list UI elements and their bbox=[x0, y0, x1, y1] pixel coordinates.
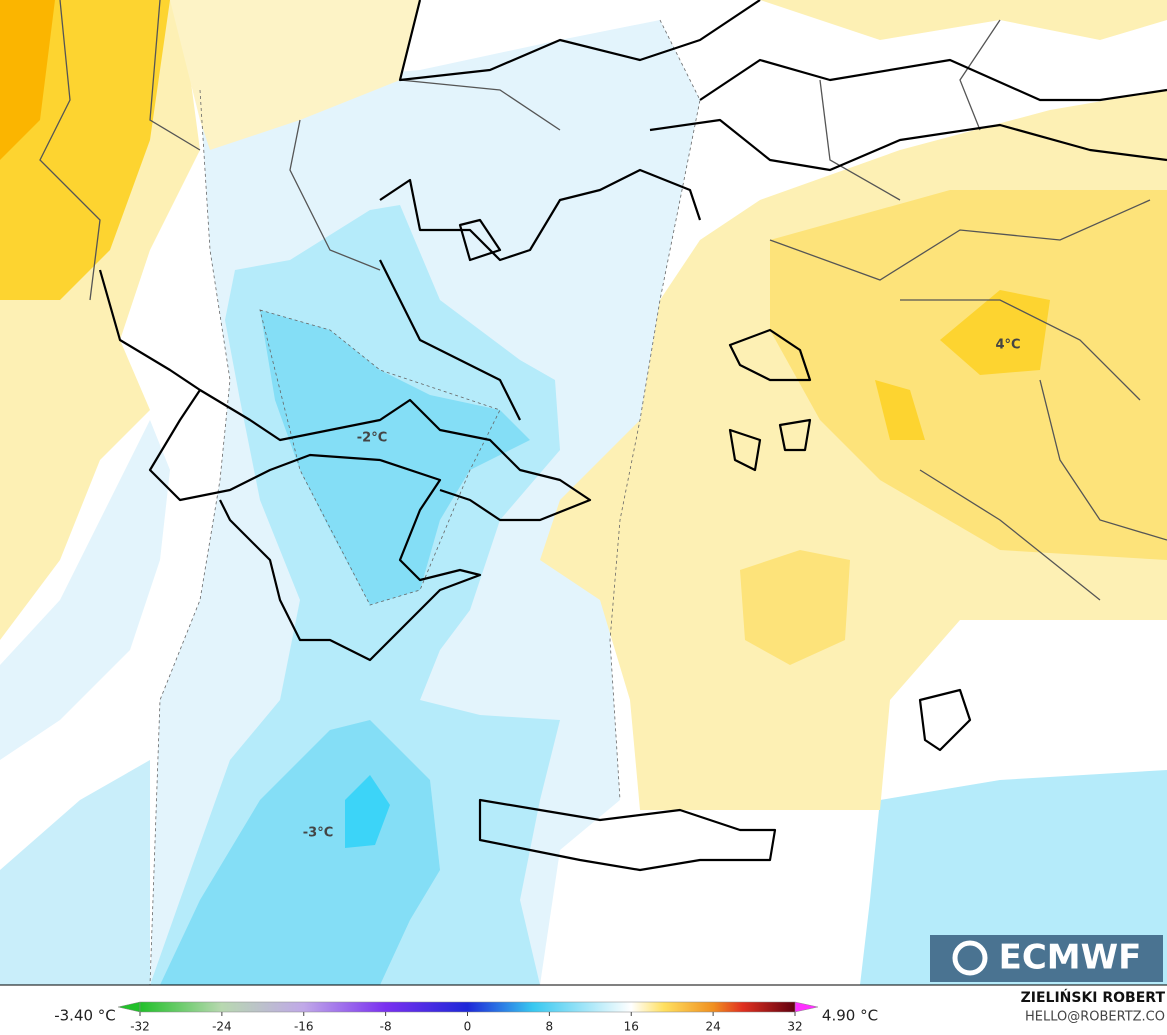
colorbar-tick-label: 16 bbox=[624, 1020, 639, 1034]
coastline bbox=[398, 0, 1167, 172]
colorbar-tick-label: 32 bbox=[787, 1020, 802, 1034]
island bbox=[458, 218, 972, 752]
colorbar-bar bbox=[139, 1001, 796, 1013]
anomaly-orange bbox=[0, 0, 55, 160]
credit-contact: HELLO@ROBERTZ.CO bbox=[1025, 1010, 1165, 1025]
anomaly-light-yellow bbox=[760, 0, 1167, 40]
colorbar-max: 4.90 °C bbox=[822, 1007, 878, 1025]
colorbar-tick-label: -16 bbox=[294, 1020, 314, 1034]
credit-name: ZIELIŃSKI ROBERT bbox=[1021, 988, 1166, 1006]
border bbox=[39, 0, 1167, 601]
anomaly-blue bbox=[0, 760, 150, 985]
anomaly-yellow bbox=[770, 190, 1167, 560]
colorbar-arrow bbox=[117, 1001, 141, 1013]
colorbar-tick-label: -32 bbox=[130, 1020, 150, 1034]
logo-text: ECMWF bbox=[999, 938, 1142, 978]
coastline bbox=[478, 798, 777, 872]
colorbar-tick-label: -24 bbox=[212, 1020, 232, 1034]
anomaly-yellow bbox=[740, 550, 850, 665]
colorbar-tick-label: 8 bbox=[546, 1020, 554, 1034]
anomaly-blue bbox=[860, 770, 1167, 985]
anomaly-blue bbox=[150, 205, 560, 985]
map-area: 4°C -2°C -3°C ECMWF bbox=[0, 0, 1167, 986]
anomaly-mid-blue bbox=[260, 310, 530, 605]
contour-label: -2°C bbox=[357, 431, 387, 446]
anomaly-deep-blue bbox=[345, 775, 390, 848]
isoline bbox=[259, 309, 501, 606]
anomaly-gold bbox=[875, 380, 925, 440]
colorbar-arrow bbox=[794, 1001, 819, 1013]
anomaly-light-blue bbox=[0, 420, 170, 760]
coastline bbox=[98, 168, 702, 662]
isoline bbox=[149, 89, 231, 986]
colorbar-tick-label: 24 bbox=[705, 1020, 720, 1034]
logo-icon bbox=[952, 940, 988, 976]
isoline bbox=[609, 19, 701, 801]
colorbar-min: -3.40 °C bbox=[54, 1007, 116, 1025]
colorbar: -3.40 °C 4.90 °C -32 -24 -16 -8 0 8 16 24 32 bbox=[54, 1001, 878, 1034]
colorbar-tick-label: -8 bbox=[380, 1020, 392, 1034]
contour-label: 4°C bbox=[995, 338, 1020, 353]
anomaly-light-yellow bbox=[170, 0, 420, 150]
colorbar-tick-label: 0 bbox=[464, 1020, 472, 1034]
contour-label: -3°C bbox=[303, 826, 333, 841]
